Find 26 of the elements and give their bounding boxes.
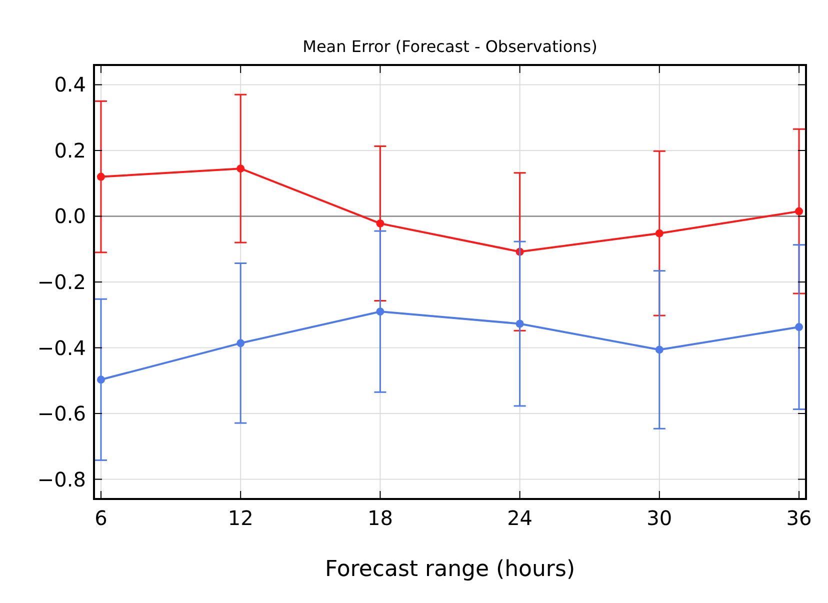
y-tick-label: 0.0 bbox=[54, 204, 86, 228]
x-tick-label: 18 bbox=[367, 506, 393, 530]
x-tick-label: 36 bbox=[786, 506, 812, 530]
point bbox=[795, 207, 804, 216]
point bbox=[376, 308, 384, 316]
point bbox=[96, 172, 105, 181]
x-tick-label: 30 bbox=[646, 506, 672, 530]
point bbox=[376, 219, 384, 228]
point bbox=[236, 339, 245, 348]
x-tick-label: 6 bbox=[94, 506, 108, 530]
point bbox=[655, 229, 664, 238]
x-tick-label: 24 bbox=[507, 506, 533, 530]
y-tick-label: −0.8 bbox=[37, 467, 86, 492]
point bbox=[795, 323, 804, 332]
point bbox=[516, 320, 524, 328]
x-axis-title: Forecast range (hours) bbox=[324, 557, 576, 582]
point bbox=[655, 346, 664, 354]
y-tick-label: 0.4 bbox=[54, 72, 86, 97]
y-tick-label: 0.2 bbox=[54, 138, 86, 162]
y-tick-label: −0.2 bbox=[37, 270, 86, 294]
point bbox=[96, 376, 105, 384]
y-tick-label: −0.6 bbox=[37, 402, 86, 426]
point bbox=[236, 164, 245, 173]
y-tick-label: −0.4 bbox=[37, 336, 86, 360]
x-tick-label: 12 bbox=[228, 506, 254, 530]
chart-title: Mean Error (Forecast - Observations) bbox=[302, 37, 598, 56]
